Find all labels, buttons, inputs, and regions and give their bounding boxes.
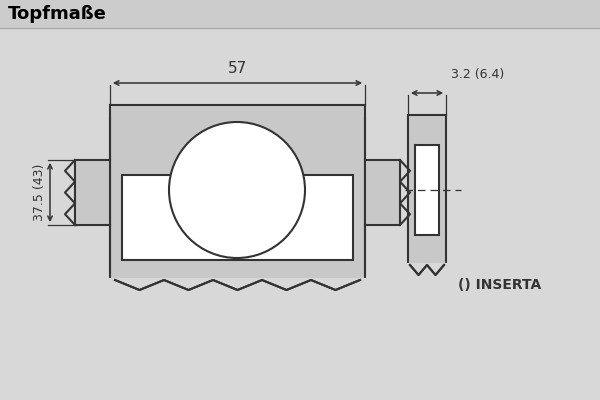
Bar	[365, 160, 400, 225]
Text: 3.2 (6.4): 3.2 (6.4)	[451, 68, 504, 81]
Bar	[408, 115, 446, 265]
Text: Topfmaße: Topfmaße	[8, 5, 107, 23]
Text: () INSERTA: () INSERTA	[458, 278, 541, 292]
Bar	[415, 145, 439, 235]
Bar	[75, 160, 110, 225]
Bar	[110, 105, 365, 280]
Text: 57: 57	[228, 61, 247, 76]
Text: 37.5 (43): 37.5 (43)	[33, 164, 46, 221]
Bar	[122, 175, 353, 260]
Ellipse shape	[169, 122, 305, 258]
Bar	[0, 0, 600, 28]
